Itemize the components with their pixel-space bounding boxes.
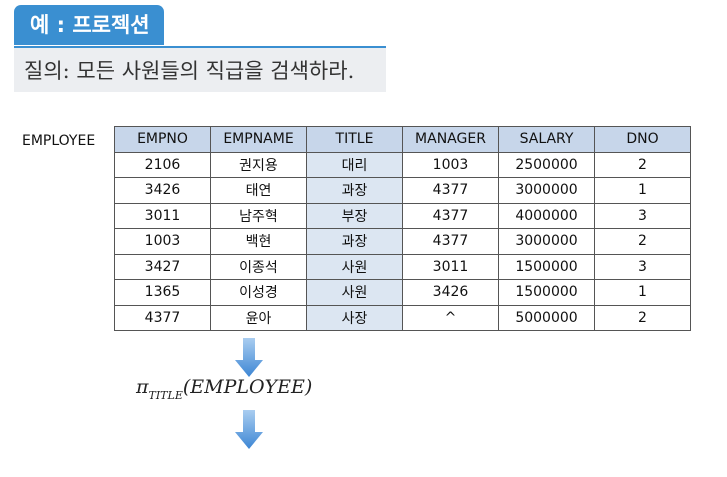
cell-dno: 3: [594, 202, 691, 229]
arrow-down-icon: [235, 338, 263, 377]
cell-empno: 1365: [114, 279, 211, 306]
table-row: 2106 권지용 대리 1003 2500000 2: [114, 151, 691, 178]
cell-empno: 4377: [114, 304, 211, 331]
cell-title: 과장: [306, 177, 403, 204]
cell-manager: ^: [402, 304, 499, 331]
cell-dno: 2: [594, 228, 691, 255]
cell-empname: 권지용: [210, 151, 307, 178]
table-row: 1003 백현 과장 4377 3000000 2: [114, 228, 691, 255]
cell-manager: 4377: [402, 202, 499, 229]
table-row: 3427 이종석 사원 3011 1500000 3: [114, 253, 691, 280]
column-header-empname: EMPNAME: [210, 126, 307, 153]
cell-empname: 윤아: [210, 304, 307, 331]
cell-salary: 1500000: [498, 253, 595, 280]
cell-manager: 4377: [402, 228, 499, 255]
section-title: 예 : 프로젝션: [14, 5, 164, 45]
cell-manager: 4377: [402, 177, 499, 204]
cell-empno: 3426: [114, 177, 211, 204]
cell-salary: 3000000: [498, 177, 595, 204]
cell-dno: 3: [594, 253, 691, 280]
cell-empname: 태연: [210, 177, 307, 204]
cell-empno: 2106: [114, 151, 211, 178]
arrow-down-icon: [235, 410, 263, 449]
cell-empname: 남주혁: [210, 202, 307, 229]
cell-title: 부장: [306, 202, 403, 229]
cell-empname: 이종석: [210, 253, 307, 280]
cell-empname: 백현: [210, 228, 307, 255]
column-header-salary: SALARY: [498, 126, 595, 153]
cell-dno: 2: [594, 304, 691, 331]
column-header-title: TITLE: [306, 126, 403, 153]
projection-formula: πTITLE(EMPLOYEE): [136, 376, 312, 402]
projection-subscript: TITLE: [148, 389, 183, 402]
cell-manager: 1003: [402, 151, 499, 178]
table-row: 4377 윤아 사장 ^ 5000000 2: [114, 304, 691, 331]
query-text: 질의: 모든 사원들의 직급을 검색하라.: [14, 46, 386, 92]
cell-dno: 1: [594, 279, 691, 306]
cell-manager: 3011: [402, 253, 499, 280]
table-name-label: EMPLOYEE: [22, 133, 96, 149]
cell-dno: 1: [594, 177, 691, 204]
cell-title: 사장: [306, 304, 403, 331]
cell-title: 사원: [306, 279, 403, 306]
cell-salary: 5000000: [498, 304, 595, 331]
cell-salary: 4000000: [498, 202, 595, 229]
cell-empno: 3011: [114, 202, 211, 229]
cell-empno: 3427: [114, 253, 211, 280]
cell-dno: 2: [594, 151, 691, 178]
cell-salary: 1500000: [498, 279, 595, 306]
cell-empno: 1003: [114, 228, 211, 255]
cell-title: 대리: [306, 151, 403, 178]
column-header-manager: MANAGER: [402, 126, 499, 153]
cell-salary: 2500000: [498, 151, 595, 178]
column-header-empno: EMPNO: [114, 126, 211, 153]
cell-manager: 3426: [402, 279, 499, 306]
table-row: 3011 남주혁 부장 4377 4000000 3: [114, 202, 691, 229]
cell-title: 과장: [306, 228, 403, 255]
table-row: 3426 태연 과장 4377 3000000 1: [114, 177, 691, 204]
cell-empname: 이성경: [210, 279, 307, 306]
projection-operator: π: [136, 376, 149, 398]
column-header-dno: DNO: [594, 126, 691, 153]
cell-salary: 3000000: [498, 228, 595, 255]
projection-argument: (EMPLOYEE): [182, 376, 313, 398]
employee-table: EMPNO EMPNAME TITLE MANAGER SALARY DNO 2…: [114, 126, 691, 331]
cell-title: 사원: [306, 253, 403, 280]
table-header-row: EMPNO EMPNAME TITLE MANAGER SALARY DNO: [114, 126, 691, 153]
table-row: 1365 이성경 사원 3426 1500000 1: [114, 279, 691, 306]
